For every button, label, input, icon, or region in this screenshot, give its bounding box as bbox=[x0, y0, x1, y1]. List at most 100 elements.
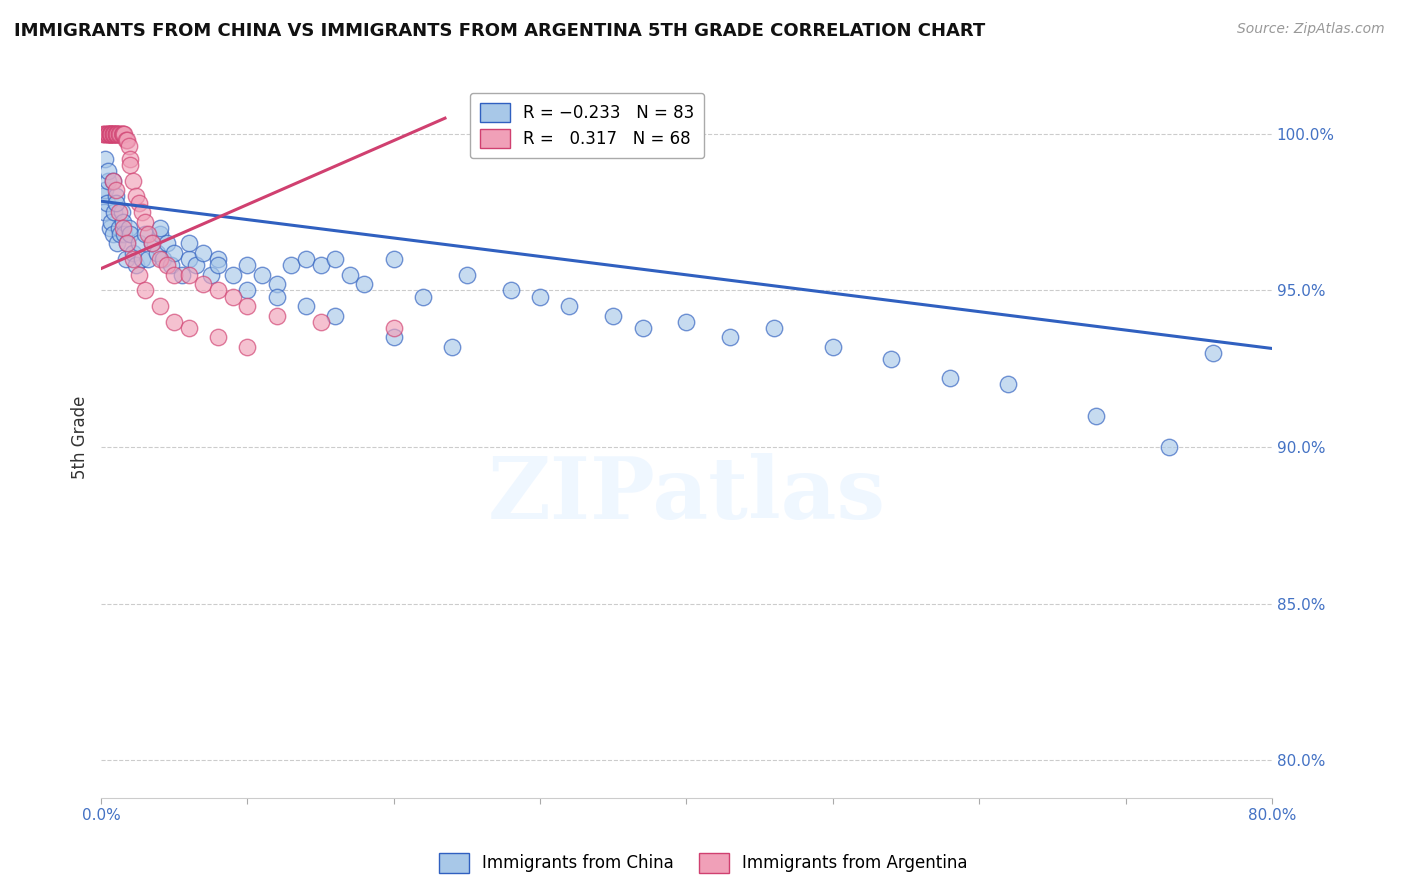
Point bbox=[117, 236, 139, 251]
Point bbox=[98, 127, 121, 141]
Point bbox=[91, 127, 114, 141]
Point bbox=[177, 268, 200, 282]
Point bbox=[602, 309, 624, 323]
Point bbox=[107, 220, 129, 235]
Point bbox=[98, 220, 121, 235]
Point bbox=[104, 127, 127, 141]
Point bbox=[675, 315, 697, 329]
Point bbox=[111, 127, 134, 141]
Point bbox=[104, 189, 127, 203]
Point bbox=[186, 259, 208, 273]
Point bbox=[558, 299, 581, 313]
Point bbox=[111, 127, 134, 141]
Point bbox=[156, 259, 179, 273]
Point bbox=[156, 236, 179, 251]
Point bbox=[177, 321, 200, 335]
Point bbox=[412, 290, 434, 304]
Point bbox=[152, 252, 174, 267]
Point bbox=[118, 139, 141, 153]
Point bbox=[104, 127, 127, 141]
Point bbox=[94, 152, 117, 166]
Point bbox=[122, 246, 145, 260]
Point bbox=[110, 127, 132, 141]
Point bbox=[250, 268, 273, 282]
Point bbox=[280, 259, 302, 273]
Point bbox=[122, 174, 145, 188]
Point bbox=[309, 315, 332, 329]
Point bbox=[104, 183, 127, 197]
Point bbox=[718, 330, 741, 344]
Point bbox=[236, 259, 259, 273]
Point bbox=[880, 352, 903, 367]
Point bbox=[101, 227, 124, 241]
Point bbox=[93, 205, 115, 219]
Point bbox=[309, 259, 332, 273]
Point bbox=[145, 246, 167, 260]
Point bbox=[1159, 440, 1181, 454]
Point bbox=[101, 127, 124, 141]
Point bbox=[101, 174, 124, 188]
Point bbox=[207, 259, 229, 273]
Point bbox=[98, 127, 121, 141]
Point bbox=[529, 290, 551, 304]
Point bbox=[939, 371, 962, 385]
Point bbox=[111, 220, 134, 235]
Point bbox=[222, 290, 245, 304]
Point bbox=[103, 127, 125, 141]
Point bbox=[110, 205, 132, 219]
Point bbox=[96, 127, 118, 141]
Point bbox=[103, 127, 125, 141]
Point bbox=[997, 377, 1019, 392]
Point bbox=[456, 268, 478, 282]
Point bbox=[382, 330, 405, 344]
Point bbox=[105, 127, 128, 141]
Point bbox=[382, 252, 405, 267]
Point bbox=[101, 127, 124, 141]
Y-axis label: 5th Grade: 5th Grade bbox=[72, 396, 89, 479]
Point bbox=[120, 158, 142, 172]
Point bbox=[94, 127, 117, 141]
Point bbox=[97, 174, 120, 188]
Point bbox=[149, 299, 172, 313]
Point bbox=[353, 277, 375, 292]
Point bbox=[117, 133, 139, 147]
Point bbox=[105, 236, 128, 251]
Point bbox=[141, 236, 163, 251]
Point bbox=[193, 246, 215, 260]
Point bbox=[163, 268, 186, 282]
Point bbox=[91, 189, 114, 203]
Point bbox=[104, 195, 127, 210]
Point bbox=[141, 236, 163, 251]
Point bbox=[499, 284, 522, 298]
Point bbox=[207, 284, 229, 298]
Point bbox=[1085, 409, 1108, 423]
Point bbox=[111, 214, 134, 228]
Text: Source: ZipAtlas.com: Source: ZipAtlas.com bbox=[1237, 22, 1385, 37]
Point bbox=[236, 340, 259, 354]
Point bbox=[104, 127, 127, 141]
Point bbox=[115, 252, 138, 267]
Point bbox=[134, 227, 156, 241]
Point bbox=[222, 268, 245, 282]
Point bbox=[441, 340, 464, 354]
Point bbox=[207, 252, 229, 267]
Point bbox=[236, 284, 259, 298]
Point bbox=[128, 236, 150, 251]
Point bbox=[120, 152, 142, 166]
Point bbox=[323, 252, 346, 267]
Point bbox=[134, 284, 156, 298]
Point bbox=[295, 252, 318, 267]
Point bbox=[763, 321, 786, 335]
Point bbox=[108, 227, 131, 241]
Point bbox=[149, 252, 172, 267]
Text: ZIPatlas: ZIPatlas bbox=[488, 453, 886, 537]
Point bbox=[101, 127, 124, 141]
Point bbox=[128, 195, 150, 210]
Point bbox=[382, 321, 405, 335]
Point bbox=[97, 127, 120, 141]
Point bbox=[266, 309, 288, 323]
Legend: Immigrants from China, Immigrants from Argentina: Immigrants from China, Immigrants from A… bbox=[432, 847, 974, 880]
Point bbox=[193, 277, 215, 292]
Text: IMMIGRANTS FROM CHINA VS IMMIGRANTS FROM ARGENTINA 5TH GRADE CORRELATION CHART: IMMIGRANTS FROM CHINA VS IMMIGRANTS FROM… bbox=[14, 22, 986, 40]
Point bbox=[115, 133, 138, 147]
